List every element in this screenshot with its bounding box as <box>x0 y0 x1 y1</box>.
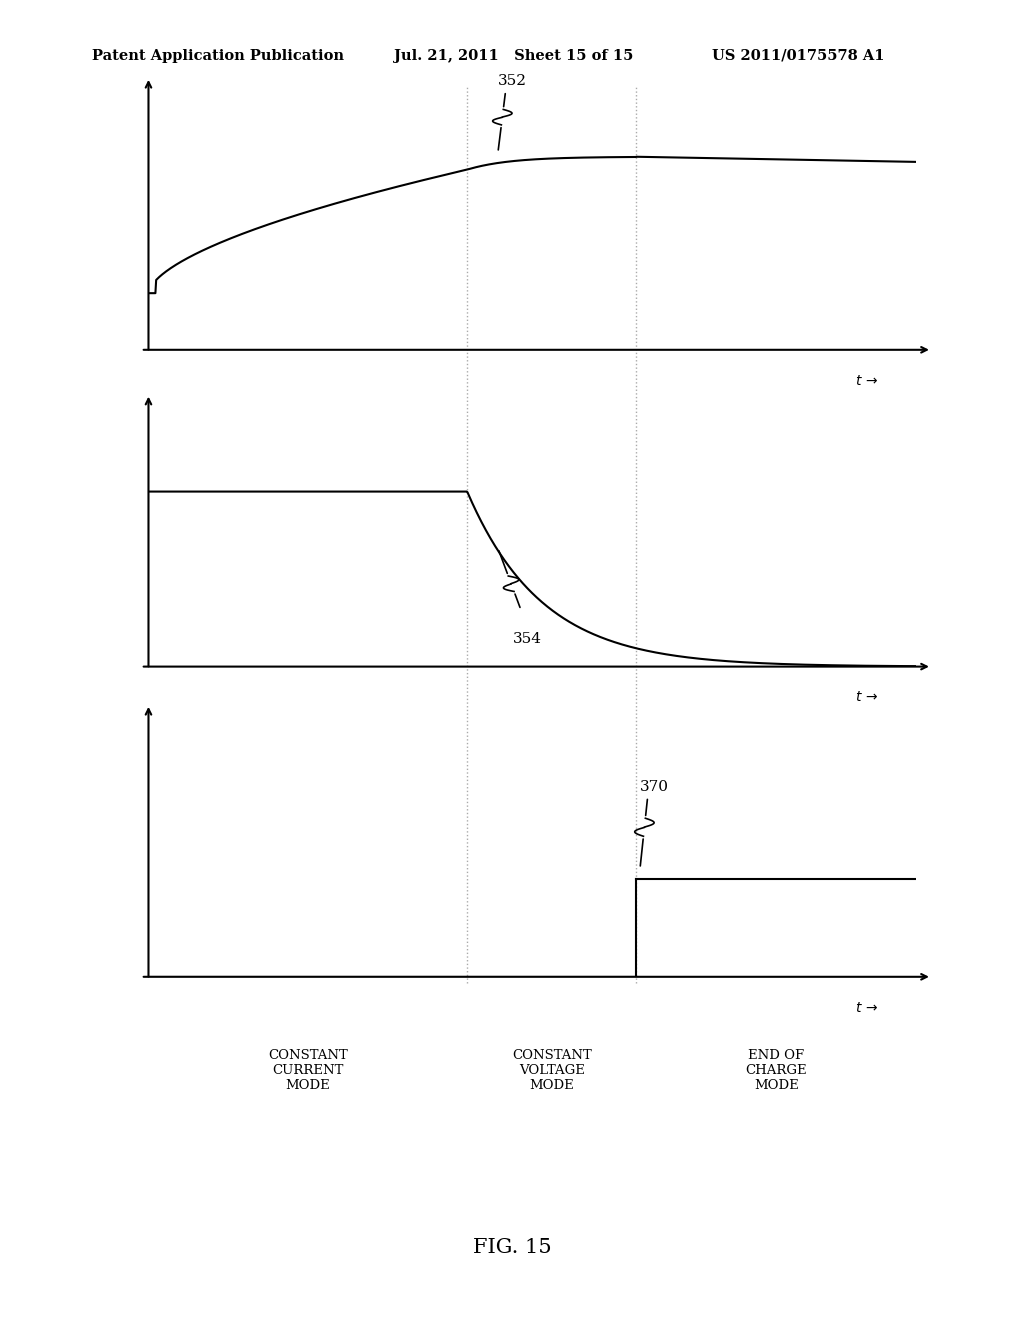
Text: $t\,\rightarrow$: $t\,\rightarrow$ <box>855 690 879 705</box>
Text: END OF
CHARGE
MODE: END OF CHARGE MODE <box>745 1049 807 1093</box>
Text: Patent Application Publication: Patent Application Publication <box>92 49 344 63</box>
Text: $t\,\rightarrow$: $t\,\rightarrow$ <box>855 374 879 388</box>
Text: CONSTANT
VOLTAGE
MODE: CONSTANT VOLTAGE MODE <box>512 1049 592 1093</box>
Text: 354: 354 <box>513 632 543 645</box>
Text: Jul. 21, 2011   Sheet 15 of 15: Jul. 21, 2011 Sheet 15 of 15 <box>394 49 634 63</box>
Text: CONSTANT
CURRENT
MODE: CONSTANT CURRENT MODE <box>268 1049 348 1093</box>
Text: 352: 352 <box>498 74 527 88</box>
Text: 370: 370 <box>640 780 669 795</box>
Text: FIG. 15: FIG. 15 <box>473 1238 551 1257</box>
Text: US 2011/0175578 A1: US 2011/0175578 A1 <box>712 49 884 63</box>
Text: $t\,\rightarrow$: $t\,\rightarrow$ <box>855 1001 879 1015</box>
